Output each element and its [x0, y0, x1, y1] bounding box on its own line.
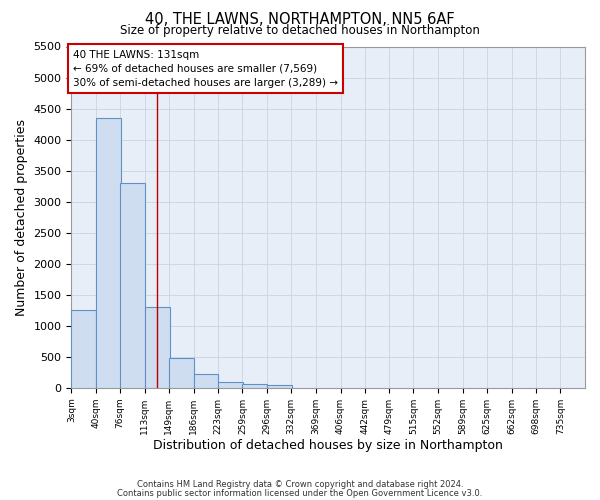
Bar — [242, 384, 267, 388]
Text: Size of property relative to detached houses in Northampton: Size of property relative to detached ho… — [120, 24, 480, 37]
Text: Contains HM Land Registry data © Crown copyright and database right 2024.: Contains HM Land Registry data © Crown c… — [137, 480, 463, 489]
Bar — [267, 384, 292, 388]
Text: 40, THE LAWNS, NORTHAMPTON, NN5 6AF: 40, THE LAWNS, NORTHAMPTON, NN5 6AF — [145, 12, 455, 28]
Bar — [96, 118, 121, 388]
Text: Contains public sector information licensed under the Open Government Licence v3: Contains public sector information licen… — [118, 490, 482, 498]
Bar — [194, 374, 218, 388]
Bar — [169, 358, 194, 388]
X-axis label: Distribution of detached houses by size in Northampton: Distribution of detached houses by size … — [153, 440, 503, 452]
Text: 40 THE LAWNS: 131sqm
← 69% of detached houses are smaller (7,569)
30% of semi-de: 40 THE LAWNS: 131sqm ← 69% of detached h… — [73, 50, 338, 88]
Bar — [145, 307, 170, 388]
Bar — [71, 310, 96, 388]
Bar — [218, 382, 243, 388]
Y-axis label: Number of detached properties: Number of detached properties — [15, 118, 28, 316]
Bar — [120, 183, 145, 388]
